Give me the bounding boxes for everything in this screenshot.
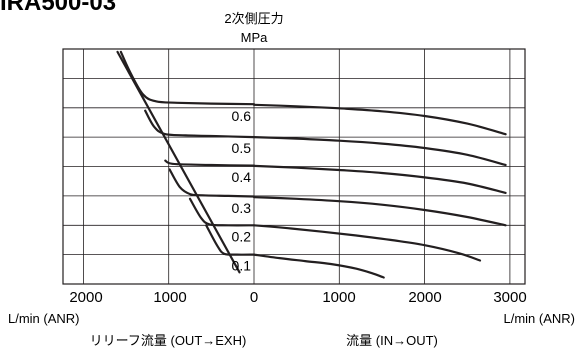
curve-labels: 0.6 0.5 0.4 0.3 0.2 0.1 bbox=[232, 108, 252, 274]
relief-curve bbox=[188, 197, 256, 227]
relief-curve bbox=[144, 109, 256, 139]
series-label: 0.3 bbox=[232, 200, 252, 216]
series-label: 0.4 bbox=[232, 169, 252, 185]
relief-curve bbox=[119, 50, 256, 106]
relief-curve bbox=[205, 224, 256, 256]
y-axis-label: 2次側圧力 bbox=[224, 11, 283, 26]
flow-curve bbox=[252, 224, 482, 262]
relief-curve bbox=[168, 168, 256, 198]
x-right-label: 流量 (IN→OUT) bbox=[346, 333, 438, 348]
relief-curve bbox=[164, 159, 256, 167]
x-left-label: リリーフ流量 (OUT→EXH) bbox=[90, 333, 247, 348]
plot-frame bbox=[62, 48, 526, 285]
x-tick-labels: 2000 1000 0 1000 2000 3000 bbox=[69, 289, 526, 306]
series-label: 0.2 bbox=[232, 228, 252, 244]
x-tick-label: 3000 bbox=[493, 289, 526, 306]
x-tick-label: 1000 bbox=[153, 289, 186, 306]
grid bbox=[63, 49, 525, 284]
x-right-unit: L/min (ANR) bbox=[503, 311, 575, 326]
series-label: 0.5 bbox=[232, 140, 252, 156]
flow-curve bbox=[252, 136, 507, 167]
x-tick-label: 0 bbox=[250, 289, 258, 306]
x-tick-label: 1000 bbox=[322, 289, 355, 306]
x-left-unit: L/min (ANR) bbox=[8, 311, 80, 326]
x-tick-label: 2000 bbox=[408, 289, 441, 306]
title-fragment: IRA500-03 bbox=[0, 0, 116, 16]
y-axis-unit: MPa bbox=[241, 30, 269, 45]
curves bbox=[116, 50, 507, 279]
flow-curve bbox=[252, 196, 507, 227]
flow-curve bbox=[252, 164, 507, 194]
flow-curve bbox=[252, 103, 507, 136]
series-label: 0.6 bbox=[232, 108, 252, 124]
series-label: 0.1 bbox=[232, 258, 252, 274]
x-tick-label: 2000 bbox=[69, 289, 102, 306]
flow-curve bbox=[252, 253, 385, 279]
